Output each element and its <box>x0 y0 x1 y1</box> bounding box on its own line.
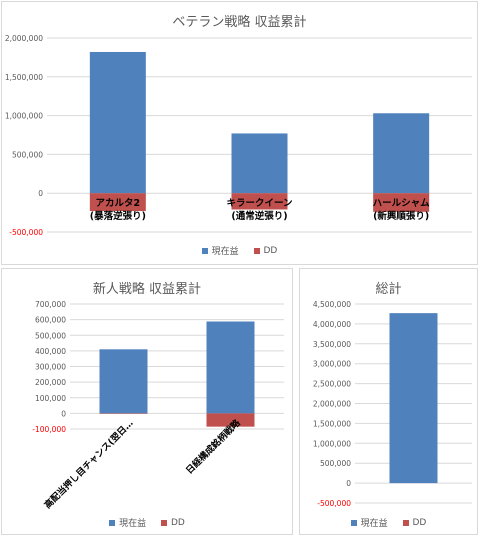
legend-swatch-current <box>350 519 357 526</box>
y-tick-label: 300,000 <box>35 363 66 372</box>
legend-swatch-dd <box>161 519 167 526</box>
bar-current <box>373 113 430 194</box>
y-tick-label: 400,000 <box>35 347 66 356</box>
y-tick-label: 0 <box>346 479 351 488</box>
bar-current <box>206 321 255 414</box>
category-label: (暴落逆張り) <box>90 210 146 222</box>
category-label: キラークイーン <box>226 198 292 209</box>
bar-current <box>231 133 288 194</box>
bar-current <box>89 51 146 194</box>
chart-title: ベテラン戦略 収益累計 <box>172 15 307 30</box>
legend-swatch-current <box>109 519 116 526</box>
newcomer-chart-svg: -100,000 0 100,000 200,000 300,000 400,000 500… <box>32 300 284 511</box>
y-tick-label: 500,000 <box>35 331 66 340</box>
y-tick-label: 0 <box>61 409 66 418</box>
legend-item-current: 現在益 <box>201 244 239 257</box>
bar-dd <box>89 193 146 212</box>
bar-current <box>389 313 438 484</box>
y-tick-label: 600,000 <box>35 316 66 325</box>
category-label: (新興順張り) <box>373 210 429 222</box>
chart-legend: 現在益 DD <box>2 244 477 257</box>
y-tick-label: 1,000,000 <box>5 112 43 121</box>
chart-title: 新人戦略 収益累計 <box>92 282 202 297</box>
y-tick-label: 1,500,000 <box>5 73 43 82</box>
total-chart-panel: 総計 -500,000 0 500,000 1,000,000 1,500,000 2,0… <box>299 268 478 535</box>
y-tick-label: 1,000,000 <box>313 439 351 448</box>
legend-swatch-current <box>201 247 208 254</box>
legend-label-dd: DD <box>412 517 427 528</box>
bar-dd <box>231 193 288 210</box>
y-tick-label: 700,000 <box>35 300 66 309</box>
category-label: (通常逆張り) <box>231 210 287 222</box>
y-tick-label: 2,000,000 <box>313 400 351 409</box>
legend-label-dd: DD <box>171 517 185 528</box>
legend-item-dd: DD <box>253 245 278 257</box>
veteran-chart-svg: -500,000 0 500,000 1,000,000 1,500,000 2,000,… <box>5 34 472 237</box>
y-tick-label: 500,000 <box>320 459 351 468</box>
y-tick-label: 2,500,000 <box>313 380 351 389</box>
y-tick-label: 500,000 <box>12 150 43 159</box>
y-tick-label: 3,000,000 <box>313 360 351 369</box>
bar-current <box>99 349 148 414</box>
legend-label-dd: DD <box>263 245 278 256</box>
bar-dd <box>373 193 430 212</box>
y-tick-label: -500,000 <box>9 228 43 237</box>
legend-label-current: 現在益 <box>211 247 239 257</box>
y-tick-label: -500,000 <box>317 499 351 508</box>
chart-legend: 現在益 DD <box>2 516 292 529</box>
legend-item-dd: DD <box>402 517 427 529</box>
y-tick-label: 3,500,000 <box>313 340 351 349</box>
legend-swatch-dd <box>253 247 260 254</box>
veteran-chart-panel: ベテラン戦略 収益累計 -500,000 0 500,000 1,000,000 1,5… <box>1 1 478 265</box>
category-label: ハールシャム <box>373 198 431 209</box>
y-tick-label: 0 <box>38 189 43 198</box>
y-tick-label: 200,000 <box>35 378 66 387</box>
y-tick-label: 1,500,000 <box>313 419 351 428</box>
legend-item-dd: DD <box>161 518 185 529</box>
chart-title: 総計 <box>375 282 402 297</box>
chart-legend: 現在益 DD <box>300 516 477 529</box>
y-tick-label: 2,000,000 <box>5 34 43 43</box>
y-tick-label: 4,500,000 <box>313 300 351 309</box>
legend-label-current: 現在益 <box>119 519 147 529</box>
legend-item-current: 現在益 <box>109 516 146 529</box>
legend-label-current: 現在益 <box>360 519 388 529</box>
category-label: アカルタ2 <box>96 197 141 209</box>
legend-swatch-dd <box>402 519 409 526</box>
bar-dd <box>206 413 255 427</box>
y-tick-label: -100,000 <box>32 425 66 434</box>
total-chart-svg: -500,000 0 500,000 1,000,000 1,500,000 2,000,… <box>313 300 472 508</box>
y-tick-label: 100,000 <box>35 394 66 403</box>
legend-item-current: 現在益 <box>350 516 388 529</box>
newcomer-chart-panel: 新人戦略 収益累計 -100,000 0 100,000 200,000 300,000… <box>1 268 293 535</box>
y-tick-label: 4,000,000 <box>313 320 351 329</box>
